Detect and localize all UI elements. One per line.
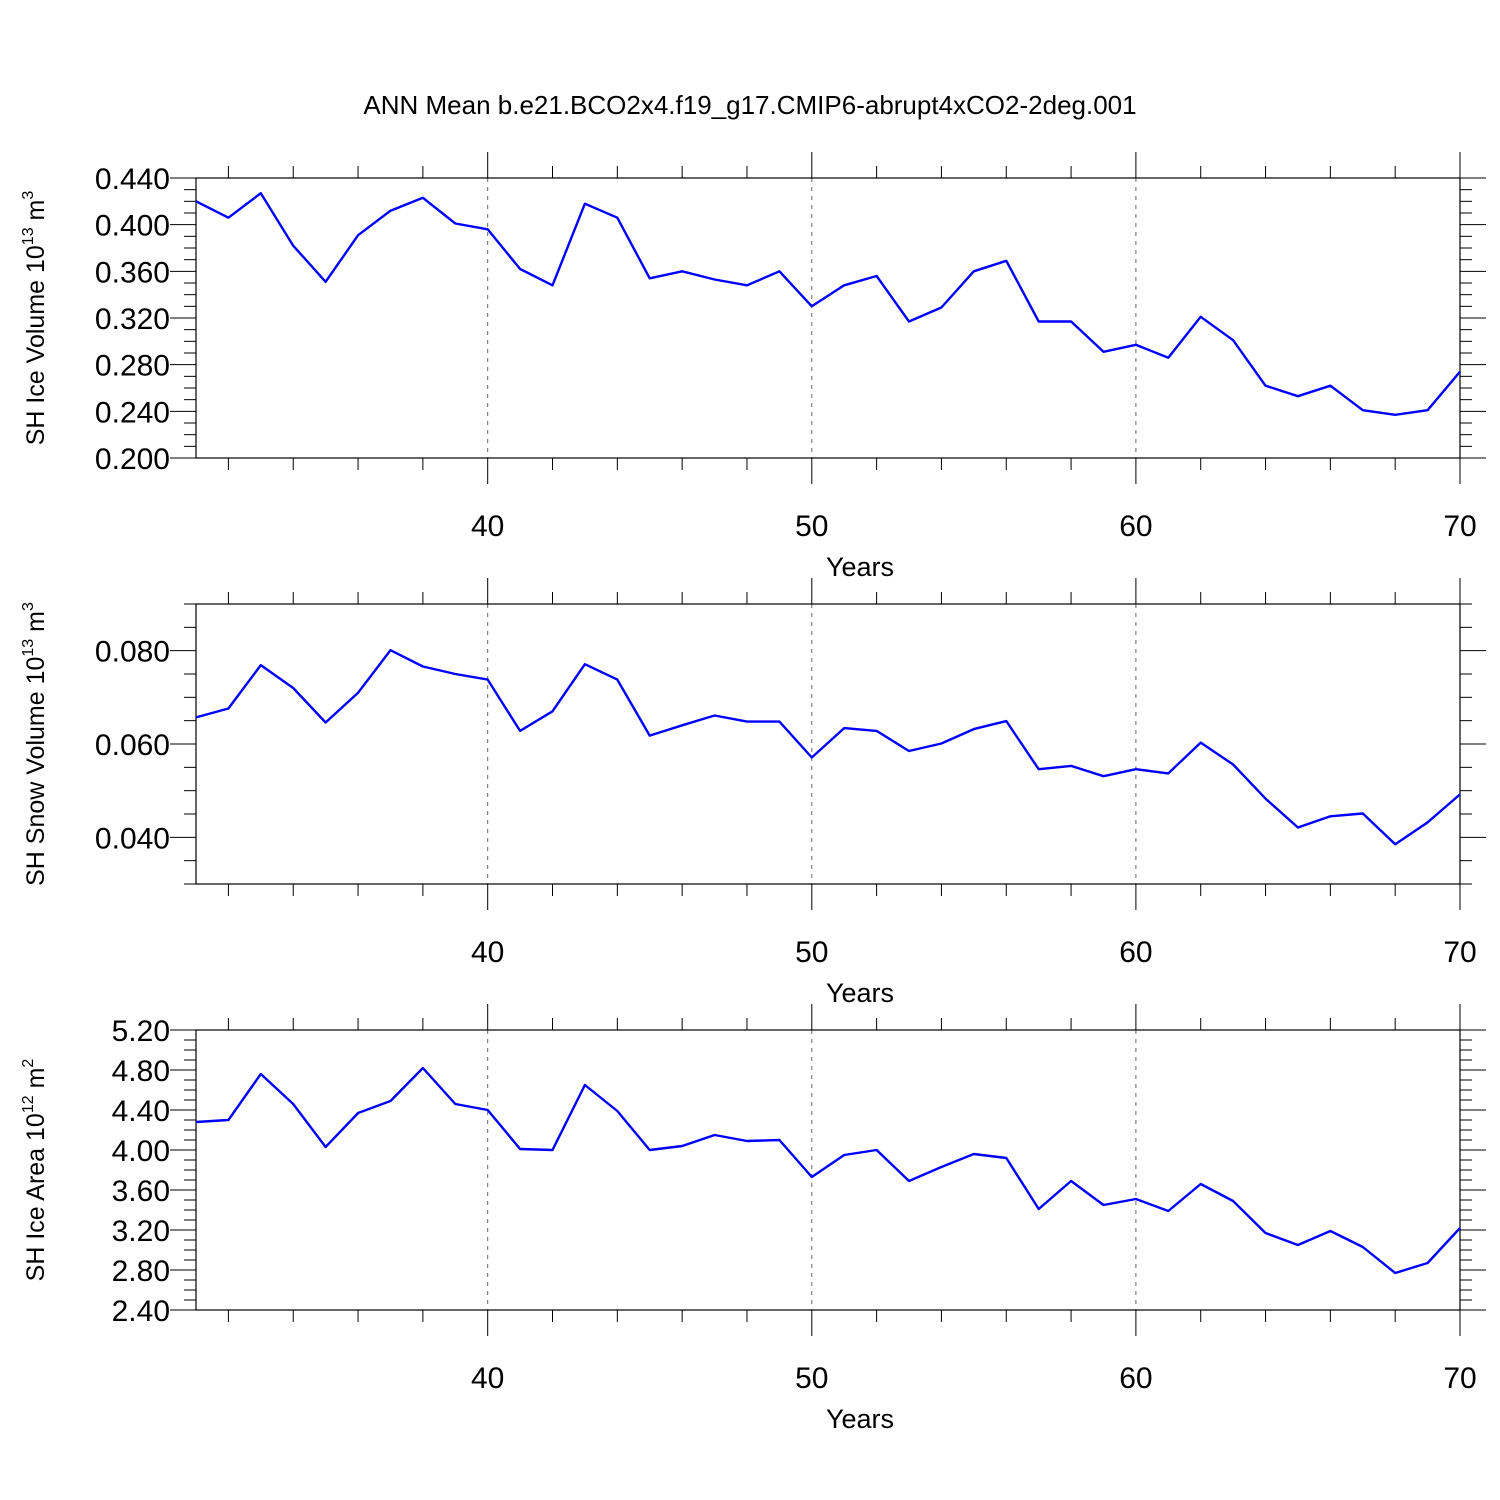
y-tick-label: 4.40 [112, 1095, 170, 1128]
y-axis-label: SH Ice Volume 1013 m3 [20, 191, 50, 446]
panel-2: 40 50 60 70 0.040 0.060 0.080 Years SH Snow Volu… [20, 578, 1486, 1008]
y-tick-label: 0.360 [95, 256, 170, 289]
y-tick-label: 0.280 [95, 350, 170, 383]
panel-3: 40 50 60 70 2.40 2.80 3.20 3.60 4.00 4.40 4.80 5.20… [20, 1004, 1486, 1434]
y-tick-label: 4.80 [112, 1055, 170, 1088]
x-tick-label-50: 50 [795, 510, 828, 543]
x-tick-label-70: 70 [1443, 510, 1476, 543]
y-tick-label: 4.00 [112, 1135, 170, 1168]
panels: 40 50 60 70 0.200 0.240 0.280 0.320 0.360 0.400 0.… [20, 152, 1486, 1434]
y-axis-label-unit-exponent: 2 [20, 1059, 37, 1068]
y-axis-label-unit: m [22, 200, 50, 228]
y-axis-label-unit-exponent: 3 [20, 191, 37, 200]
x-tick-label-50: 50 [795, 1362, 828, 1395]
x-axis-label: Years [826, 1404, 894, 1434]
y-tick-label: 0.240 [95, 396, 170, 429]
y-axis-label-main: SH Ice Area 10 [22, 1113, 50, 1281]
y-tick-label: 2.40 [112, 1295, 170, 1328]
series-line [195, 1066, 1461, 1275]
x-tick-label-60: 60 [1119, 510, 1152, 543]
y-tick-label: 2.80 [112, 1255, 170, 1288]
y-tick-label: 0.040 [95, 822, 170, 855]
series-line [195, 649, 1461, 846]
y-axis-label-unit-exponent: 3 [20, 602, 37, 611]
x-tick-label-60: 60 [1119, 1362, 1152, 1395]
y-tick-label: 0.060 [95, 729, 170, 762]
y-axis-label: SH Snow Volume 1013 m3 [20, 602, 50, 886]
y-axis-label-exponent: 13 [20, 639, 37, 657]
series-line [195, 191, 1461, 416]
y-tick-label: 0.400 [95, 210, 170, 243]
x-axis-label: Years [826, 978, 894, 1008]
y-axis-label-unit: m [22, 1068, 50, 1096]
y-axis-label-exponent: 13 [20, 227, 37, 245]
y-axis-label-main: SH Ice Volume 10 [22, 245, 50, 445]
y-axis-label-main: SH Snow Volume 10 [22, 657, 50, 886]
x-tick-label-40: 40 [471, 1362, 504, 1395]
figure-title: ANN Mean b.e21.BCO2x4.f19_g17.CMIP6-abru… [363, 90, 1136, 120]
panel-1: 40 50 60 70 0.200 0.240 0.280 0.320 0.360 0.400 0.… [20, 152, 1486, 582]
y-axis-label-exponent: 12 [20, 1095, 37, 1113]
y-tick-label: 0.440 [95, 163, 170, 196]
x-tick-label-40: 40 [471, 510, 504, 543]
x-tick-label-50: 50 [795, 936, 828, 969]
y-tick-label: 5.20 [112, 1015, 170, 1048]
y-axis-label: SH Ice Area 1012 m2 [20, 1059, 50, 1282]
x-tick-label-40: 40 [471, 936, 504, 969]
x-tick-label-70: 70 [1443, 936, 1476, 969]
y-tick-label: 3.20 [112, 1215, 170, 1248]
x-tick-label-70: 70 [1443, 1362, 1476, 1395]
y-tick-label: 3.60 [112, 1175, 170, 1208]
x-tick-label-60: 60 [1119, 936, 1152, 969]
plot-frame [195, 177, 1461, 459]
x-axis-label: Years [826, 552, 894, 582]
y-tick-label: 0.320 [95, 303, 170, 336]
plot-frame [195, 1029, 1461, 1311]
y-axis-label-unit: m [22, 611, 50, 639]
y-tick-label: 0.200 [95, 443, 170, 476]
y-tick-label: 0.080 [95, 636, 170, 669]
